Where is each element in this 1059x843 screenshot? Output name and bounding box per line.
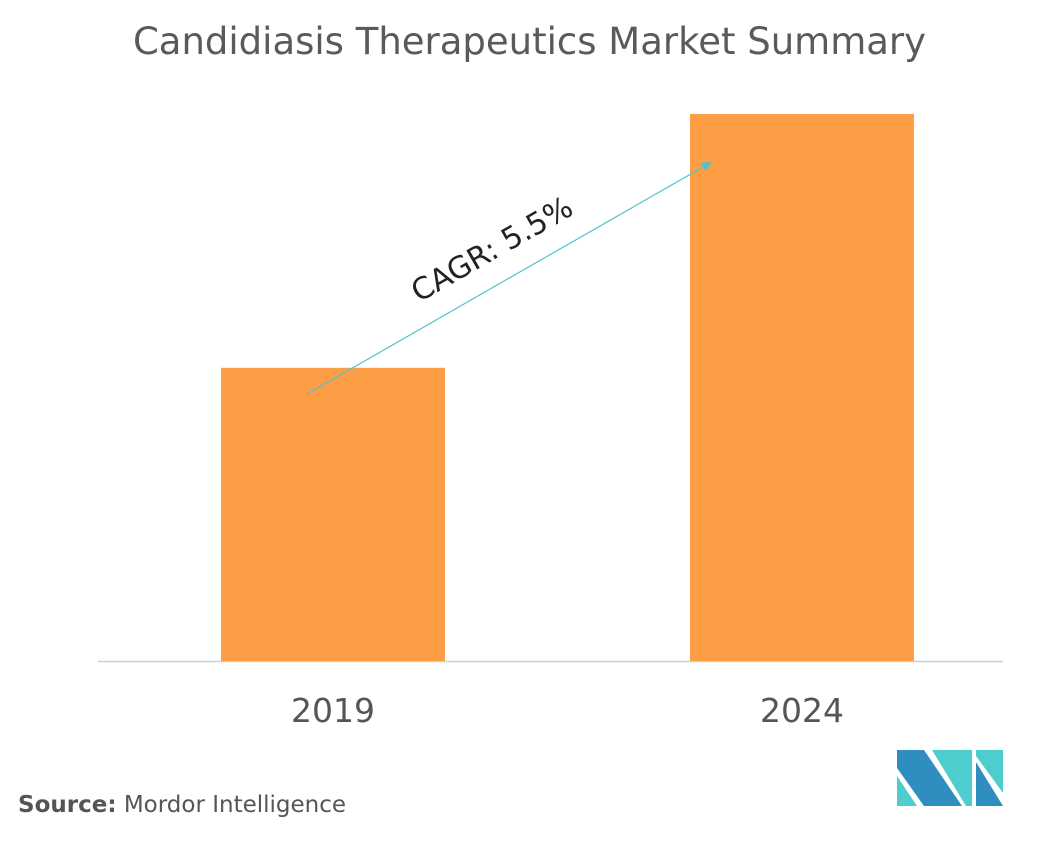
cagr-label: CAGR: 5.5% [405,190,579,310]
x-tick-label: 2019 [291,691,375,730]
x-tick-label: 2024 [760,691,844,730]
chart-title: Candidiasis Therapeutics Market Summary [132,20,927,63]
source-note: Source: Mordor Intelligence [18,792,346,818]
mordor-logo [897,750,1003,806]
source-text: Mordor Intelligence [123,792,347,818]
bar-2019 [221,367,445,661]
source-label: Source: [18,792,117,818]
bar-2024 [690,114,914,661]
cagr-arrow [306,162,712,395]
